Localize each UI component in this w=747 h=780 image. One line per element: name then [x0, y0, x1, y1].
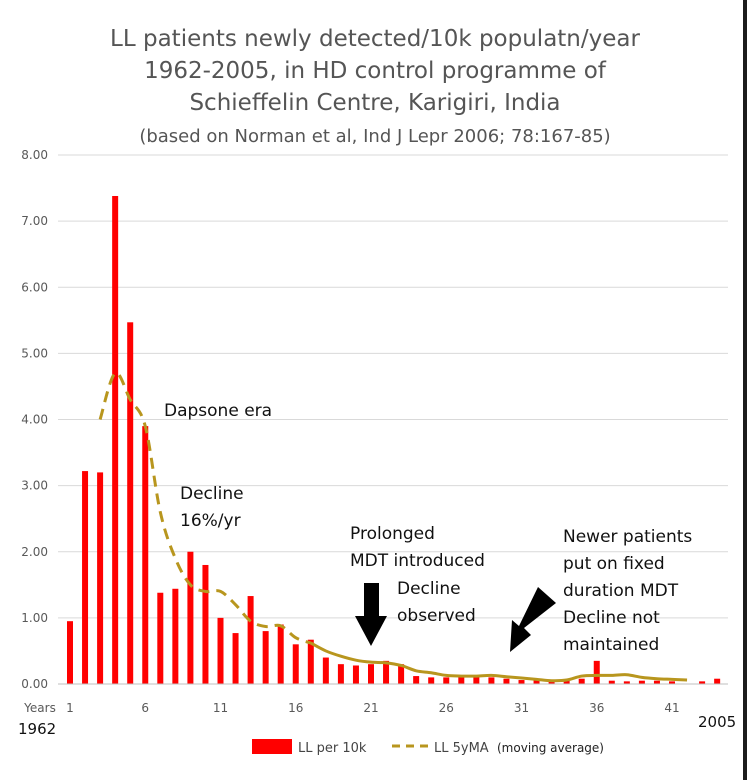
x-tick-label: 36 — [589, 701, 604, 715]
x-tick-label: 41 — [664, 701, 679, 715]
diagonal-arrow-newer — [510, 587, 556, 652]
annotation-mdt-line-1: Prolonged — [350, 524, 435, 544]
annotation-decline-line-2: 16%/yr — [180, 511, 241, 531]
bar — [563, 680, 570, 684]
y-tick-label: 4.00 — [21, 413, 48, 427]
bar — [202, 564, 209, 684]
bar — [398, 664, 405, 684]
bar — [653, 680, 660, 684]
bar-series — [67, 195, 721, 684]
bar — [383, 660, 390, 684]
bar — [277, 624, 284, 684]
bar — [623, 681, 630, 684]
bar — [97, 472, 104, 684]
bar — [593, 660, 600, 684]
down-arrow-mdt — [355, 583, 387, 646]
legend-label-line: LL 5yMA — [434, 741, 489, 756]
chart-title-line-1: LL patients newly detected/10k populatn/… — [110, 26, 640, 52]
bar — [488, 677, 495, 684]
moving-average-series — [98, 371, 688, 683]
x-tick-label: 1 — [66, 701, 74, 715]
bar — [307, 639, 314, 684]
y-tick-label: 2.00 — [21, 545, 48, 559]
annotation-newer-line-3: duration MDT — [563, 581, 679, 601]
annotation-observed-line-1: Decline — [397, 579, 461, 599]
bar — [322, 657, 329, 684]
bar — [443, 677, 450, 684]
y-tick-label: 5.00 — [21, 346, 48, 360]
bar — [458, 677, 465, 684]
x-tick-label: 31 — [514, 701, 529, 715]
y-tick-label: 6.00 — [21, 280, 48, 294]
ma-line-dashed — [98, 371, 312, 645]
bar — [187, 551, 194, 684]
y-tick-label: 3.00 — [21, 479, 48, 493]
chart-title-line-2: 1962-2005, in HD control programme of — [144, 58, 607, 84]
chart-subtitle: (based on Norman et al, Ind J Lepr 2006;… — [139, 126, 610, 147]
bar — [232, 633, 239, 684]
bar — [112, 195, 119, 684]
chart-title-line-3: Schieffelin Centre, Karigiri, India — [189, 90, 560, 116]
bar — [473, 676, 480, 684]
bar — [578, 678, 585, 684]
annotation-mdt-line-2: MDT introduced — [350, 551, 485, 571]
bar — [608, 680, 615, 684]
bar — [638, 680, 645, 684]
x-tick-label: 21 — [363, 701, 378, 715]
annotation-newer-line-2: put on fixed — [563, 554, 665, 574]
bar — [292, 644, 299, 684]
annotation-newer-line-4: Decline not — [563, 608, 660, 628]
bar — [157, 592, 164, 684]
bar — [172, 588, 179, 684]
bar — [503, 678, 510, 684]
bar — [428, 677, 435, 684]
x-tick-label: 16 — [288, 701, 303, 715]
x-axis-labels: 1 6 11 16 21 26 31 36 41 — [66, 701, 679, 715]
bar — [127, 322, 134, 684]
legend-label-bars: LL per 10k — [298, 741, 367, 756]
bar — [518, 680, 525, 684]
bar — [714, 678, 721, 684]
bar — [247, 596, 254, 684]
y-axis-labels: 0.00 1.00 2.00 3.00 4.00 5.00 6.00 7.00 8.00 — [21, 148, 48, 691]
y-tick-label: 1.00 — [21, 611, 48, 625]
x-tick-label: 6 — [141, 701, 149, 715]
gridlines — [58, 154, 728, 619]
ma-line-solid — [310, 641, 688, 683]
end-year-label: 2005 — [698, 713, 736, 731]
annotation-decline-line-1: Decline — [180, 484, 244, 504]
annotation-newer-line-1: Newer patients — [563, 527, 692, 547]
x-tick-label: 11 — [213, 701, 228, 715]
start-year-label: 1962 — [18, 720, 56, 738]
y-tick-label: 7.00 — [21, 214, 48, 228]
bar — [533, 680, 540, 684]
bar — [82, 471, 89, 684]
bar — [669, 681, 675, 684]
bar — [262, 631, 269, 684]
bar — [67, 621, 73, 684]
bar — [352, 665, 359, 684]
bar — [337, 664, 344, 684]
x-tick-label: 26 — [439, 701, 454, 715]
bar — [368, 664, 374, 684]
annotation-observed-line-2: observed — [397, 606, 476, 626]
y-tick-label: 8.00 — [21, 148, 48, 162]
bar — [548, 681, 555, 684]
x-axis-prefix: Years — [23, 701, 56, 715]
bar — [413, 676, 420, 684]
bar — [217, 617, 224, 684]
bar — [142, 426, 149, 684]
bar — [699, 681, 706, 684]
legend-swatch-bars — [252, 739, 292, 754]
legend-line-note: (moving average) — [497, 741, 604, 755]
annotation-newer-line-5: maintained — [563, 635, 659, 655]
annotation-dapsone-era: Dapsone era — [164, 401, 272, 421]
y-tick-label: 0.00 — [21, 677, 48, 691]
